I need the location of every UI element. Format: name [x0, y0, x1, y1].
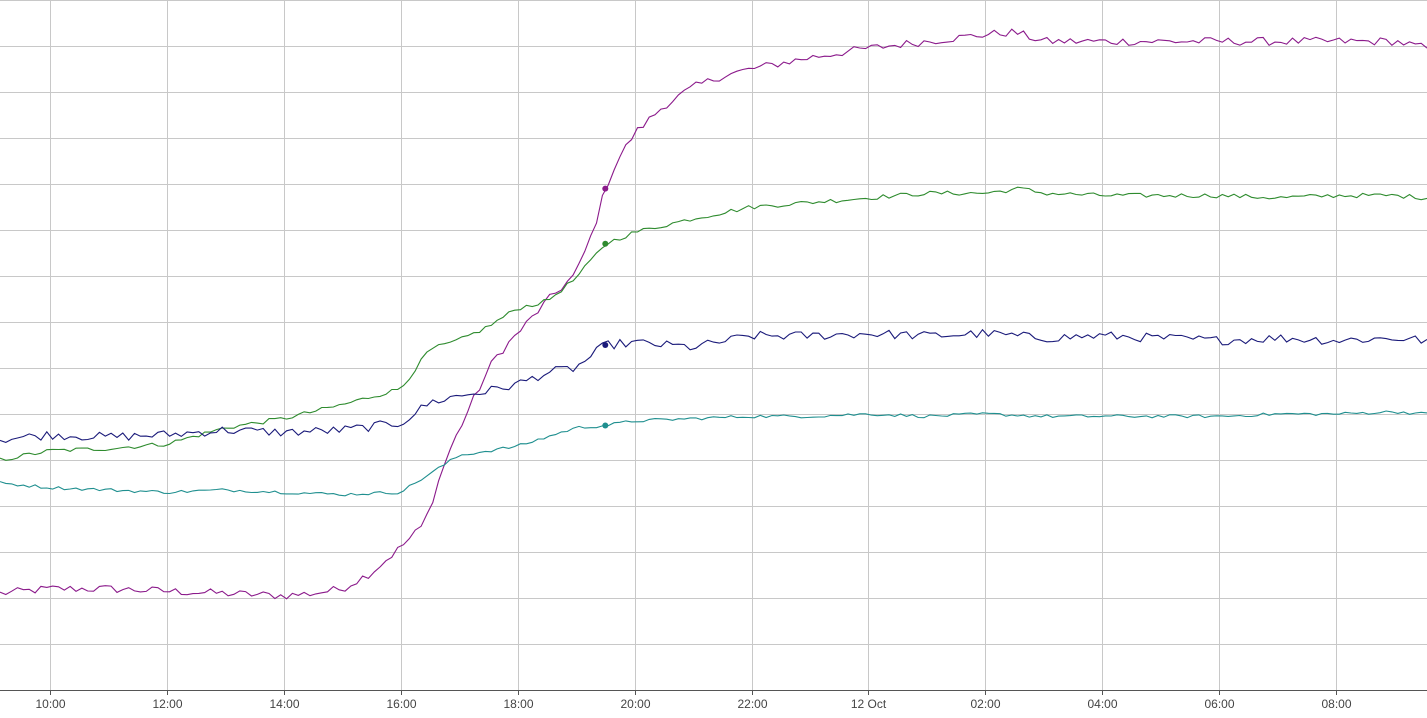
- x-tick-label: 22:00: [737, 697, 767, 711]
- x-tick-label: 12 Oct: [851, 697, 887, 711]
- series-layer: [0, 28, 1427, 600]
- x-tick-label: 04:00: [1087, 697, 1117, 711]
- series-line-4: [0, 410, 1427, 497]
- series-line-2: [0, 186, 1427, 461]
- series-marker-3: [602, 342, 609, 348]
- x-axis: 10:00 12:00 14:00 16:00 18:00 20:00 22:00 12 Oc…: [0, 690, 1427, 711]
- cursor-markers: [602, 185, 609, 429]
- x-tick-label: 12:00: [152, 697, 182, 711]
- series-line-1: [0, 28, 1427, 600]
- x-tick-label: 20:00: [620, 697, 650, 711]
- x-tick-label: 08:00: [1321, 697, 1351, 711]
- series-marker-1: [602, 185, 609, 192]
- x-tick-label: 16:00: [386, 697, 416, 711]
- series-line-3: [0, 328, 1427, 443]
- x-tick-label: 06:00: [1204, 697, 1234, 711]
- chart-grid: [0, 0, 1427, 690]
- x-tick-label: 02:00: [970, 697, 1000, 711]
- series-marker-2: [602, 240, 609, 247]
- x-tick-label: 10:00: [35, 697, 65, 711]
- x-tick-label: 18:00: [503, 697, 533, 711]
- x-tick-label: 14:00: [269, 697, 299, 711]
- series-marker-4: [602, 422, 609, 429]
